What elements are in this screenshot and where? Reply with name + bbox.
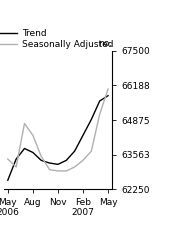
Legend: Trend, Seasonally Adjusted: Trend, Seasonally Adjusted — [0, 29, 113, 49]
Trend — [90, 118, 92, 121]
Seasonally Adjusted — [40, 155, 42, 158]
Trend — [73, 150, 76, 152]
Seasonally Adjusted — [99, 113, 101, 116]
Trend — [23, 147, 26, 150]
Seasonally Adjusted — [32, 134, 34, 137]
Trend — [99, 100, 101, 102]
Trend — [107, 94, 109, 97]
Seasonally Adjusted — [7, 158, 9, 161]
Text: no.: no. — [98, 39, 112, 48]
Seasonally Adjusted — [82, 159, 84, 162]
Line: Seasonally Adjusted: Seasonally Adjusted — [8, 89, 108, 171]
Trend — [15, 158, 17, 161]
Seasonally Adjusted — [107, 88, 109, 91]
Trend — [57, 163, 59, 166]
Seasonally Adjusted — [57, 170, 59, 172]
Trend — [82, 134, 84, 137]
Seasonally Adjusted — [65, 170, 67, 172]
Trend — [49, 162, 51, 164]
Seasonally Adjusted — [23, 122, 26, 125]
Seasonally Adjusted — [73, 166, 76, 168]
Trend — [7, 179, 9, 182]
Seasonally Adjusted — [15, 166, 17, 168]
Seasonally Adjusted — [49, 168, 51, 171]
Trend — [40, 159, 42, 162]
Seasonally Adjusted — [90, 150, 92, 152]
Trend — [65, 159, 67, 162]
Trend — [32, 151, 34, 154]
Line: Trend: Trend — [8, 96, 108, 180]
